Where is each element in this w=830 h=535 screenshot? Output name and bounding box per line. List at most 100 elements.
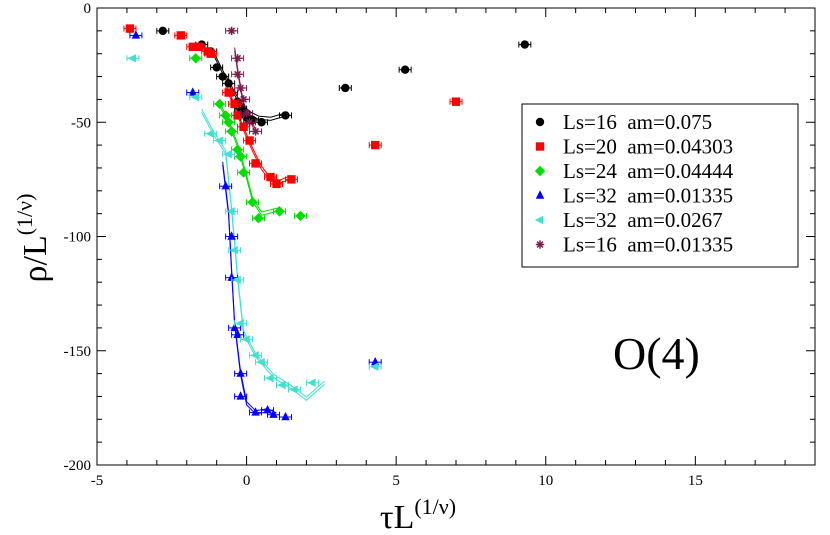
fit-curve	[213, 51, 283, 118]
data-point-group	[192, 42, 206, 52]
data-point	[220, 110, 231, 121]
data-point-group	[243, 118, 257, 127]
data-point-group	[219, 181, 233, 190]
star-stroke	[243, 109, 251, 117]
data-point-group	[264, 172, 278, 182]
data-point	[535, 240, 545, 249]
x-axis-label: τL	[380, 499, 414, 535]
data-point-group	[189, 53, 203, 64]
data-point-group	[278, 111, 292, 120]
data-point	[295, 210, 306, 222]
data-point	[131, 30, 141, 39]
data-point-group	[249, 127, 263, 136]
data-point-group	[231, 111, 245, 120]
star-stroke	[234, 70, 242, 78]
legend-label: Ls=16 am=0.01335	[563, 233, 733, 257]
data-point	[251, 407, 260, 416]
data-point-group	[234, 391, 248, 400]
data-point-group	[222, 117, 236, 128]
data-point-group	[210, 63, 224, 72]
data-point	[272, 179, 281, 189]
data-point-group	[186, 87, 200, 96]
data-point-group	[255, 357, 269, 367]
data-point	[227, 26, 236, 36]
data-point-group	[174, 31, 188, 40]
x-axis-title: τL(1/ν)	[380, 494, 456, 535]
data-point	[224, 88, 233, 97]
x-tick-label: -5	[91, 473, 104, 489]
x-axis-label-sup: (1/ν)	[414, 494, 456, 519]
data-point	[535, 190, 545, 199]
fit-curve	[201, 108, 325, 398]
data-point	[206, 49, 215, 58]
data-point	[125, 24, 135, 33]
data-point-group	[237, 95, 251, 104]
data-point	[241, 335, 250, 344]
data-point	[265, 373, 274, 383]
data-point	[235, 151, 246, 162]
y-tick-label: -50	[71, 115, 91, 131]
data-point-group	[368, 140, 382, 150]
data-point	[214, 136, 223, 145]
data-point	[233, 329, 242, 338]
annotation-o4: O(4)	[613, 328, 700, 379]
data-point	[534, 165, 546, 177]
data-point-group	[243, 136, 257, 145]
data-point	[239, 122, 248, 132]
data-point	[212, 63, 221, 72]
data-point	[188, 87, 197, 96]
x-tick-label: 5	[392, 473, 400, 489]
data-point	[176, 31, 185, 40]
data-point	[227, 272, 236, 281]
data-point	[239, 95, 248, 104]
data-point-group	[270, 179, 283, 189]
data-point-group	[293, 210, 307, 222]
data-point	[221, 181, 230, 190]
data-point-group	[126, 54, 140, 63]
data-point-group	[228, 99, 242, 109]
data-point	[230, 322, 239, 332]
data-point-group	[249, 407, 263, 416]
legend-label: Ls=24 am=0.04444	[563, 159, 734, 183]
data-point	[277, 380, 286, 390]
data-point	[233, 54, 242, 63]
data-point-group	[222, 79, 236, 88]
data-point-group	[204, 129, 218, 138]
data-point	[251, 159, 260, 168]
star-stroke	[237, 84, 245, 92]
data-point	[235, 319, 244, 328]
data-point-group	[204, 49, 218, 58]
data-point-group	[249, 351, 263, 360]
data-point-group	[213, 98, 227, 110]
star-stroke	[536, 241, 544, 248]
data-point-group	[225, 231, 239, 240]
data-point	[223, 117, 234, 128]
legend-label: Ls=32 am=0.01335	[563, 184, 733, 208]
data-point	[227, 231, 236, 240]
x-tick-label: 0	[243, 473, 251, 489]
data-point-group	[225, 207, 239, 216]
data-point-group	[518, 40, 532, 49]
data-point	[236, 368, 245, 377]
y-tick-label: -100	[64, 230, 92, 246]
fit-curve	[201, 112, 325, 401]
data-point	[256, 357, 265, 367]
data-point-group	[287, 385, 301, 394]
data-point	[247, 197, 258, 208]
data-point-group	[231, 329, 245, 338]
legend-label: Ls=32 am=0.0267	[563, 208, 723, 232]
y-axis-title: ρ/L(1/ν)	[12, 194, 54, 283]
data-point-group	[249, 159, 263, 168]
data-point-group	[255, 118, 269, 127]
data-point-group	[368, 362, 382, 371]
data-point-group	[252, 213, 266, 224]
data-point-group	[189, 92, 203, 102]
y-tick-label: 0	[84, 1, 92, 17]
star-stroke	[240, 95, 248, 103]
data-point-group	[225, 26, 239, 36]
data-point	[190, 92, 199, 102]
data-point	[236, 83, 245, 93]
data-point	[371, 140, 380, 150]
data-point-group	[234, 319, 248, 328]
data-point	[281, 111, 290, 120]
